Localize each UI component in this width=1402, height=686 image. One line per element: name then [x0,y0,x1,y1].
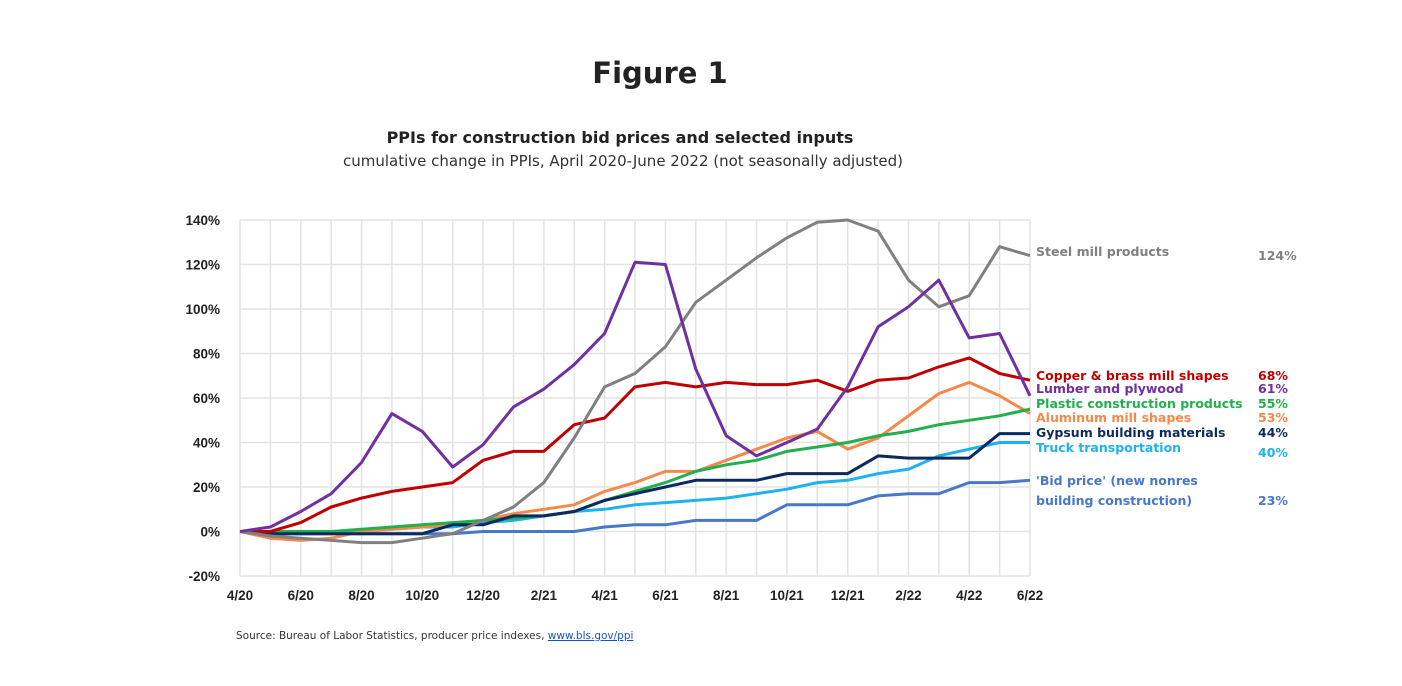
x-tick-label: 10/21 [770,588,804,603]
x-tick-label: 2/21 [531,588,558,603]
series-line-3 [240,407,1031,533]
x-tick-label: 8/21 [713,588,740,603]
series-label: Lumber and plywood [1036,381,1184,396]
series-label: Copper & brass mill shapes [1036,368,1229,383]
series-end-value: 53% [1258,410,1288,425]
y-tick-label: 100% [185,302,220,317]
series-end-value: 68% [1258,368,1288,383]
y-tick-label: 60% [193,391,220,406]
chart-title: PPIs for construction bid prices and sel… [386,128,854,147]
series-label-line2: building construction) [1036,493,1192,508]
series-end-value: 61% [1258,381,1288,396]
x-tick-label: 8/20 [348,588,374,603]
x-tick-label: 6/21 [652,588,679,603]
source-note: Source: Bureau of Labor Statistics, prod… [236,630,633,642]
series-label: Plastic construction products [1036,396,1243,411]
series-end-value: 23% [1258,493,1288,508]
series-end-value: 40% [1258,445,1288,460]
chart-subtitle: cumulative change in PPIs, April 2020-Ju… [342,152,904,170]
source-text: Source: Bureau of Labor Statistics, prod… [236,630,548,642]
y-tick-label: 80% [193,347,220,362]
series-line-2 [239,260,1032,533]
x-tick-label: 6/22 [1017,588,1043,603]
series-label: Gypsum building materials [1036,425,1225,440]
series-label: Truck transportation [1036,440,1181,455]
series-label: Aluminum mill shapes [1036,410,1191,425]
y-tick-label: 0% [200,525,220,540]
series-line-1 [240,356,1031,533]
source-link[interactable]: www.bls.gov/ppi [547,630,634,642]
y-tick-label: -20% [188,569,220,584]
x-tick-label: 12/20 [466,588,500,603]
x-tick-label: 4/22 [956,588,982,603]
x-tick-label: 2/22 [895,588,921,603]
y-tick-label: 20% [193,480,220,495]
x-tick-label: 4/20 [227,588,253,603]
x-tick-label: 10/20 [405,588,439,603]
series-label: Steel mill products [1036,244,1169,259]
series-line-0 [239,218,1031,545]
series-line-5 [239,432,1030,536]
series-line-4 [239,380,1031,542]
x-tick-label: 4/21 [591,588,618,603]
series-end-value: 124% [1258,248,1297,263]
series-end-value: 55% [1258,396,1288,411]
series-end-value: 44% [1258,425,1288,440]
figure-label: Figure 1 [592,56,728,90]
y-tick-label: 120% [185,258,220,273]
series-label: 'Bid price' (new nonres [1036,473,1198,488]
x-tick-label: 12/21 [831,588,865,603]
y-tick-label: 40% [193,436,220,451]
x-tick-label: 6/20 [288,588,314,603]
y-tick-label: 140% [185,213,220,228]
